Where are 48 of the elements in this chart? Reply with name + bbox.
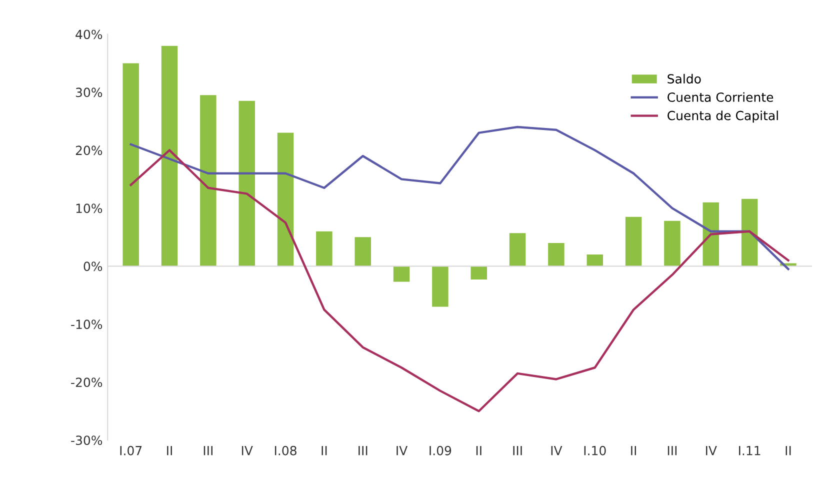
- bar: [664, 220, 680, 266]
- y-tick-label: -10%: [71, 320, 102, 330]
- x-tick-label: IV: [396, 446, 408, 456]
- bar: [548, 242, 564, 266]
- x-tick-label: II: [786, 446, 791, 456]
- bar: [161, 46, 178, 266]
- bar: [702, 202, 720, 266]
- line-series: [130, 126, 790, 270]
- bar: [470, 266, 487, 280]
- x-tick-label: II: [631, 446, 636, 456]
- bar: [393, 266, 410, 282]
- y-tick-label: 40%: [76, 30, 102, 40]
- x-tick-label: III: [204, 446, 212, 456]
- x-tick-label: IV: [551, 446, 562, 456]
- bar: [122, 63, 139, 266]
- bar: [316, 231, 332, 266]
- bar: [238, 100, 255, 266]
- x-tick-label: IV: [706, 446, 717, 456]
- legend-label: Saldo: [668, 74, 701, 84]
- x-tick-label: IV: [242, 446, 253, 456]
- bar: [432, 266, 448, 307]
- x-tick-label: I.07: [120, 446, 142, 456]
- x-tick-label: III: [668, 446, 677, 456]
- y-tick-label: -20%: [71, 378, 102, 388]
- bar: [354, 237, 371, 266]
- x-tick-label: III: [358, 446, 368, 456]
- x-tick-label: II: [322, 446, 327, 456]
- legend-label: Cuenta Corriente: [668, 92, 774, 102]
- bar: [586, 254, 604, 266]
- bar: [200, 95, 216, 266]
- y-tick-label: 10%: [76, 204, 102, 214]
- bar: [277, 132, 294, 266]
- x-tick-label: I.08: [274, 446, 296, 456]
- legend-label: Cuenta de Capital: [668, 110, 778, 123]
- bar: [741, 198, 758, 266]
- y-tick-label: 0%: [84, 262, 102, 272]
- x-tick-label: III: [513, 446, 522, 456]
- line-series: [130, 149, 790, 412]
- bar: [625, 216, 642, 266]
- x-tick-label: I.09: [430, 446, 452, 456]
- bar: [509, 233, 526, 266]
- y-tick-label: -30%: [71, 436, 102, 446]
- y-tick-label: 20%: [76, 146, 102, 156]
- x-tick-label: II: [167, 446, 172, 456]
- x-tick-label: I.11: [739, 446, 760, 456]
- x-tick-label: II: [476, 446, 482, 456]
- y-tick-label: 30%: [76, 88, 102, 98]
- x-tick-label: I.10: [584, 446, 606, 456]
